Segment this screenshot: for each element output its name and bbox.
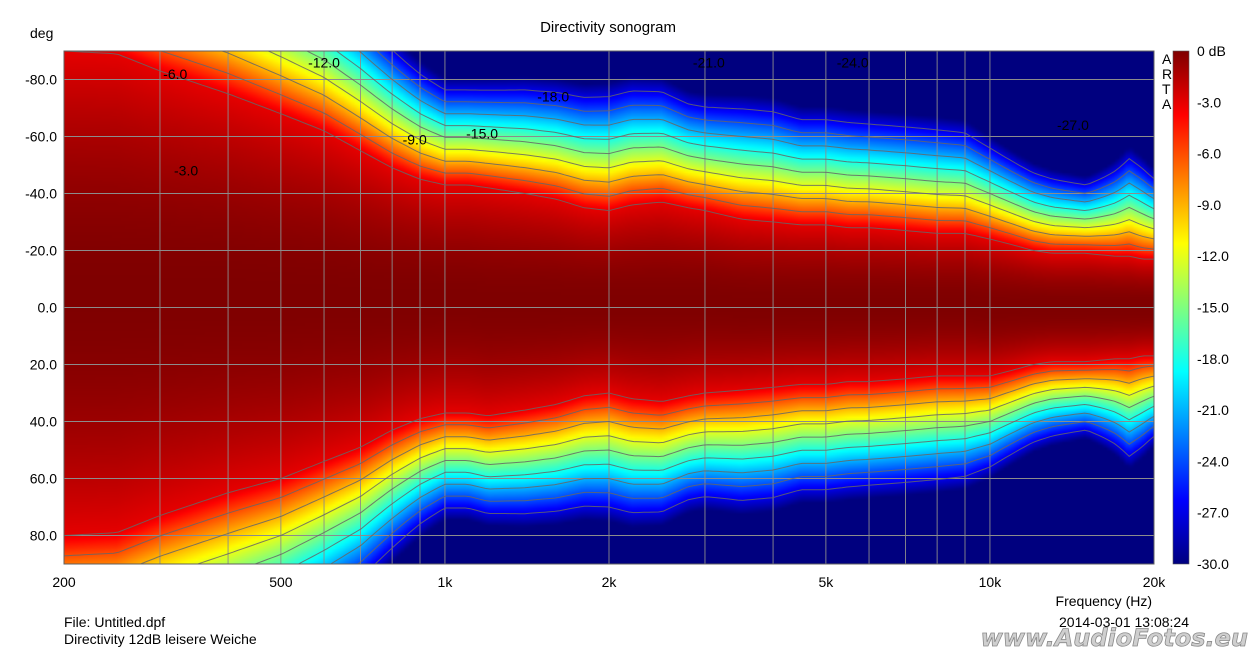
- grid-lines: [64, 51, 1154, 564]
- y-axis-label: deg: [30, 25, 53, 41]
- colorbar-labels: 0 dB -3.0 -6.0 -9.0 -12.0 -15.0 -18.0 -21.0 -24.…: [1197, 43, 1229, 572]
- y-tick-label: -80.0: [25, 72, 57, 88]
- contour-labels: -6.0 -12.0 -3.0 -9.0 -15.0 -18.0 -21.0 -24.0 -27…: [163, 54, 1089, 178]
- y-tick-label: 80.0: [30, 528, 57, 544]
- contour-label: -27.0: [1057, 117, 1089, 133]
- contour-line: [220, 51, 1154, 240]
- y-tick-label: 40.0: [30, 414, 57, 430]
- contour-line: [138, 375, 1154, 564]
- colorbar: [1172, 50, 1190, 565]
- colorbar-tick-label: -24.0: [1197, 453, 1229, 469]
- contour-label: -12.0: [308, 54, 340, 70]
- y-tick-label: 0.0: [38, 300, 58, 316]
- x-tick-label: 20k: [1143, 574, 1167, 590]
- y-tick-label: -60.0: [25, 129, 57, 145]
- contour-line: [64, 51, 1154, 260]
- x-tick-labels: 200 500 1k 2k 5k 10k 20k: [52, 574, 1166, 590]
- contour-label: -15.0: [466, 126, 498, 142]
- colorbar-tick-label: -18.0: [1197, 351, 1229, 367]
- contour-line: [358, 51, 1154, 203]
- colorbar-tick-label: -6.0: [1197, 146, 1221, 162]
- contour-label: -24.0: [837, 54, 869, 70]
- arta-letter: T: [1162, 81, 1171, 97]
- colorbar-tick-label: -12.0: [1197, 248, 1229, 264]
- contour-line: [356, 421, 1154, 564]
- y-tick-label: 60.0: [30, 471, 57, 487]
- arta-letter: A: [1162, 51, 1172, 67]
- contour-label: -18.0: [537, 89, 569, 105]
- contour-line: [335, 51, 1154, 212]
- footer-description: Directivity 12dB leisere Weiche: [64, 631, 257, 647]
- contour-line: [253, 395, 1154, 564]
- contour-label: -6.0: [163, 66, 187, 82]
- colorbar-tick-label: -30.0: [1197, 556, 1229, 572]
- contour-line: [376, 51, 1154, 194]
- contour-line: [329, 412, 1154, 564]
- contour-line: [159, 51, 1154, 250]
- arta-letter: A: [1162, 96, 1172, 112]
- colorbar-tick-label: -9.0: [1197, 197, 1221, 213]
- colorbar-tick-label: -27.0: [1197, 505, 1229, 521]
- contour-lines: [64, 51, 1154, 564]
- y-tick-label: 20.0: [30, 357, 57, 373]
- colorbar-tick-label: -21.0: [1197, 402, 1229, 418]
- x-tick-label: 200: [52, 574, 76, 590]
- contour-line: [297, 403, 1154, 564]
- y-tick-labels: -80.0 -60.0 -40.0 -20.0 0.0 20.0 40.0 60.0 80.0: [25, 72, 57, 544]
- y-tick-label: -40.0: [25, 186, 57, 202]
- x-tick-label: 1k: [438, 574, 454, 590]
- contour-line: [266, 51, 1154, 230]
- footer-timestamp: 2014-03-01 13:08:24: [1059, 614, 1189, 630]
- arta-letter: R: [1162, 66, 1172, 82]
- contour-line: [64, 355, 1154, 536]
- contour-line: [305, 51, 1154, 220]
- contour-label: -9.0: [403, 131, 427, 147]
- x-tick-label: 500: [269, 574, 293, 590]
- contour-line: [392, 51, 1154, 186]
- contour-line: [64, 365, 1154, 557]
- x-tick-label: 2k: [602, 574, 618, 590]
- contour-line: [374, 429, 1154, 564]
- chart-title: Directivity sonogram: [540, 19, 676, 36]
- footer-file: File: Untitled.dpf: [64, 614, 165, 630]
- x-axis-label: Frequency (Hz): [1056, 593, 1152, 609]
- x-tick-label: 10k: [979, 574, 1003, 590]
- x-tick-label: 5k: [818, 574, 834, 590]
- colorbar-tick-label: 0 dB: [1197, 43, 1226, 59]
- audiofotos-watermark: www.AudioFotos.eu: [981, 624, 1248, 652]
- contour-label: -3.0: [174, 163, 198, 179]
- colorbar-tick-label: -15.0: [1197, 300, 1229, 316]
- contour-line: [196, 385, 1154, 564]
- colorbar-tick-label: -3.0: [1197, 94, 1221, 110]
- plot-frame: [63, 50, 1155, 565]
- contour-label: -21.0: [693, 54, 725, 70]
- y-tick-label: -20.0: [25, 243, 57, 259]
